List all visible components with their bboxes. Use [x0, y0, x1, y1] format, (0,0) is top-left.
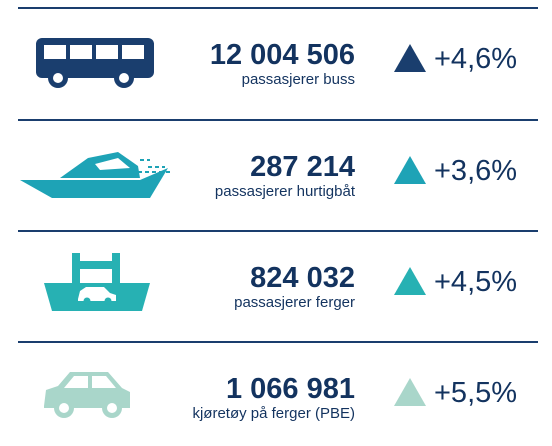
- bus-window: [44, 45, 66, 59]
- stat-value: 287 214: [250, 151, 355, 183]
- car-wheel-hub: [107, 403, 117, 413]
- change-triangle: [394, 44, 426, 72]
- bus-window: [122, 45, 144, 59]
- stat-value: 1 066 981: [226, 373, 355, 405]
- car-window: [92, 376, 116, 388]
- bus-wheel-hub: [53, 73, 63, 83]
- stat-value: 824 032: [250, 262, 355, 294]
- stat-change: +4,5%: [434, 266, 517, 298]
- change-triangle: [394, 378, 426, 406]
- stat-label: passasjerer buss: [242, 71, 355, 88]
- ferry-bridge: [72, 261, 120, 269]
- stat-value: 12 004 506: [210, 39, 355, 71]
- ferry-car: [78, 287, 116, 301]
- stat-label: passasjerer ferger: [234, 294, 355, 311]
- stat-change: +5,5%: [434, 377, 517, 409]
- bus-wheel-hub: [119, 73, 129, 83]
- car-window: [64, 376, 88, 388]
- stat-change: +3,6%: [434, 155, 517, 187]
- ferry-car-wheel: [83, 297, 91, 305]
- stat-label: kjøretøy på ferger (PBE): [192, 405, 355, 422]
- ferry-car-wheel: [104, 297, 112, 305]
- change-triangle: [394, 156, 426, 184]
- change-triangle: [394, 267, 426, 295]
- bus-window: [70, 45, 92, 59]
- boat-hull: [20, 168, 168, 198]
- bus-window: [96, 45, 118, 59]
- stat-change: +4,6%: [434, 43, 517, 75]
- car-wheel-hub: [59, 403, 69, 413]
- boat-window: [95, 158, 130, 170]
- stat-label: passasjerer hurtigbåt: [215, 183, 356, 200]
